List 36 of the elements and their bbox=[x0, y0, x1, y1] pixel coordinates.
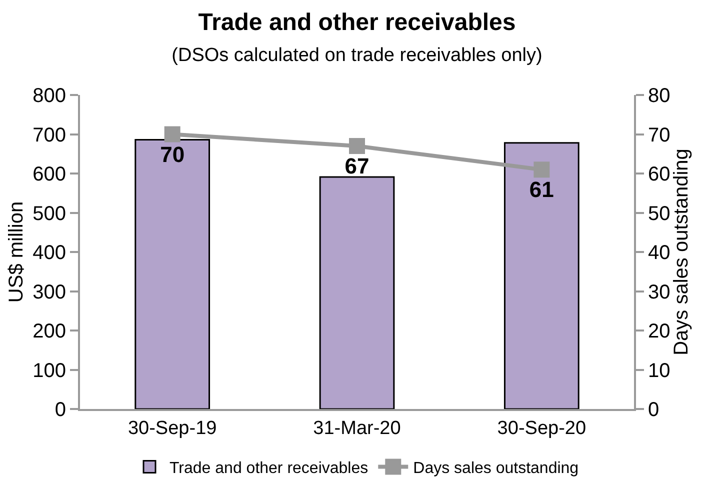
data-label: 70 bbox=[160, 142, 185, 167]
y-tick-label: 600 bbox=[32, 164, 66, 186]
chart-subtitle: (DSOs calculated on trade receivables only) bbox=[172, 44, 542, 66]
y2-tick-label: 20 bbox=[648, 320, 670, 342]
y2-tick-label: 30 bbox=[648, 281, 670, 304]
y2-tick-label: 70 bbox=[648, 124, 670, 146]
y-tick-label: 800 bbox=[32, 85, 66, 107]
y-tick-label: 0 bbox=[54, 399, 66, 421]
y-tick-label: 300 bbox=[32, 281, 66, 304]
y-axis-title: US$ million bbox=[6, 201, 28, 303]
bar bbox=[504, 142, 580, 409]
legend-label: Days sales outstanding bbox=[413, 460, 579, 477]
chart-title: Trade and other receivables bbox=[198, 8, 516, 36]
y2-tick-label: 60 bbox=[648, 164, 670, 186]
y-tick-label: 400 bbox=[32, 242, 66, 264]
y-tick-label: 700 bbox=[32, 124, 66, 146]
legend-label: Trade and other receivables bbox=[170, 460, 368, 477]
y2-tick-label: 40 bbox=[648, 242, 670, 264]
point bbox=[534, 162, 550, 178]
point bbox=[164, 126, 180, 142]
y2-tick-label: 0 bbox=[648, 399, 660, 421]
x-tick-label: 31-Mar-20 bbox=[313, 418, 401, 439]
y2-tick-label: 50 bbox=[648, 202, 670, 225]
y-tick-label: 100 bbox=[32, 360, 66, 382]
y2-tick-label: 10 bbox=[648, 360, 670, 382]
y-tick-label: 200 bbox=[32, 320, 66, 342]
bar bbox=[319, 176, 395, 409]
x-tick-label: 30-Sep-20 bbox=[497, 418, 586, 439]
y-tick-label: 500 bbox=[32, 202, 66, 225]
y2-tick-label: 80 bbox=[648, 85, 670, 107]
x-tick-label: 30-Sep-19 bbox=[128, 418, 217, 439]
data-label: 67 bbox=[344, 154, 370, 179]
y2-axis-title: Days sales outstanding bbox=[670, 148, 692, 356]
data-label: 61 bbox=[529, 177, 554, 202]
bar bbox=[134, 139, 210, 409]
point bbox=[349, 138, 365, 154]
